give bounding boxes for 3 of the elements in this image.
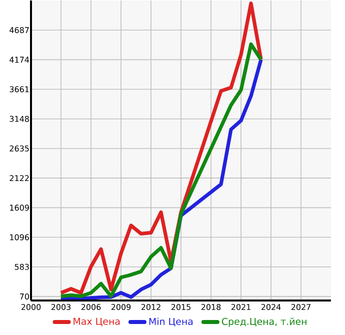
legend-label: Max Цена	[74, 318, 120, 326]
legend-label: Min Цена	[149, 318, 193, 326]
legend-label: Сред.Цена, т.йен	[222, 318, 306, 327]
